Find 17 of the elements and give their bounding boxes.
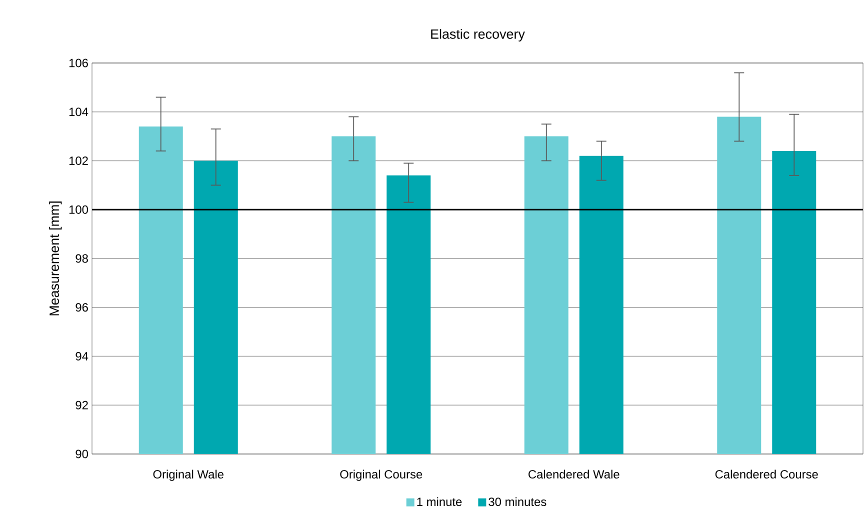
y-tick-label: 98	[76, 254, 88, 263]
x-tick-label: Calendered Wale	[528, 470, 620, 479]
y-tick-label: 102	[69, 156, 88, 165]
x-tick-label: Original Course	[340, 470, 422, 481]
y-tick-label: 96	[76, 303, 88, 312]
y-axis-title: Measurement [mm]	[49, 202, 62, 316]
y-tick-label: 94	[76, 352, 88, 360]
chart-title: Elastic recovery	[431, 28, 525, 42]
y-tick-label: 90	[76, 450, 88, 458]
legend-label: 30 minutes	[488, 497, 546, 506]
x-tick-label: Calendered Course	[715, 470, 818, 479]
x-tick-label: Original Wale	[153, 470, 224, 481]
y-tick-label: 106	[69, 58, 88, 68]
y-tick-label: 104	[69, 108, 88, 116]
y-tick-label: 100	[69, 205, 88, 214]
legend-label: 1 minute	[417, 497, 462, 506]
y-tick-label: 92	[76, 400, 88, 410]
